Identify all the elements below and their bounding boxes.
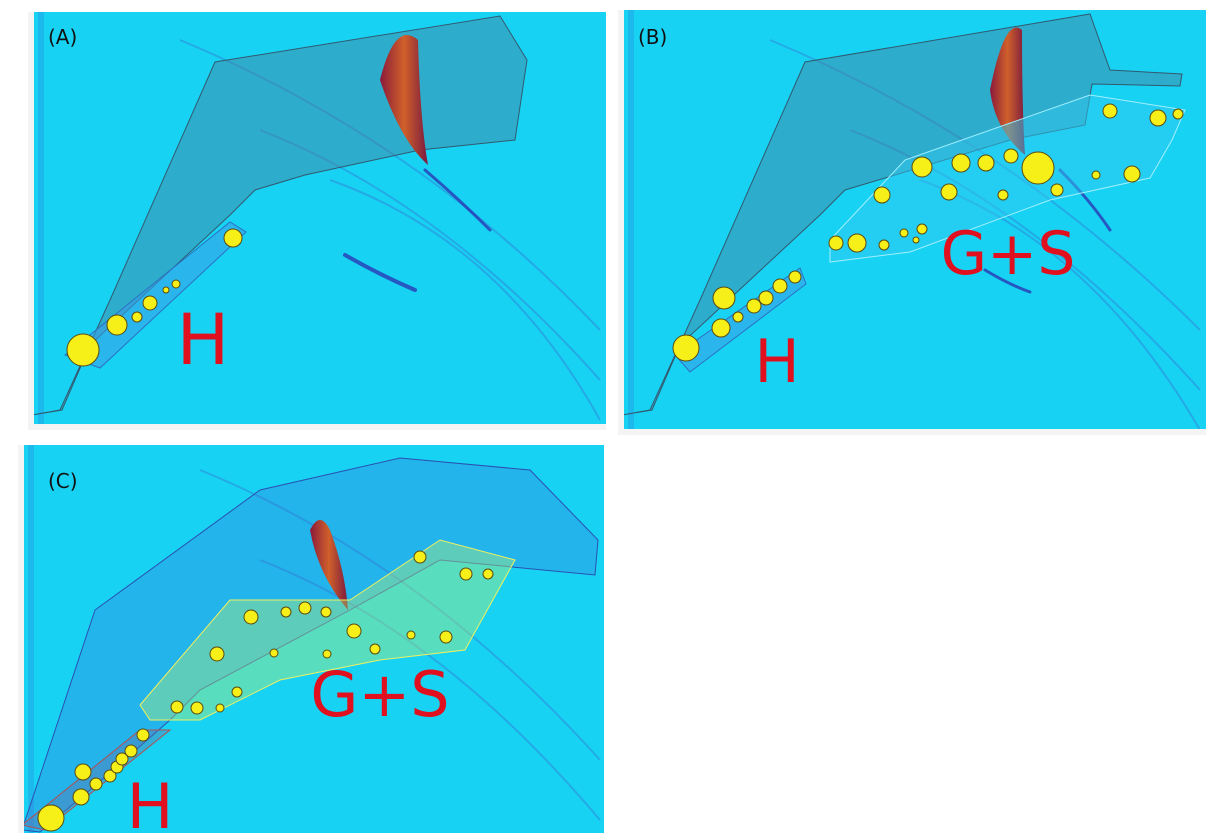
region-label: G+S: [310, 658, 449, 731]
gs-region: [139, 539, 516, 721]
gs-region: [829, 94, 1186, 263]
marker: [215, 703, 225, 713]
major-peak: [380, 35, 428, 165]
marker: [231, 686, 243, 698]
marker: [997, 189, 1009, 201]
marker: [142, 295, 158, 311]
marker: [1003, 148, 1019, 164]
marker: [136, 728, 150, 742]
panel-a: (A) H: [28, 12, 606, 430]
marker: [320, 606, 332, 618]
region-label: H: [754, 327, 799, 397]
marker: [746, 298, 762, 314]
marker: [1091, 170, 1101, 180]
marker: [89, 777, 103, 791]
marker: [482, 568, 494, 580]
x-axis-strip: [618, 429, 1206, 435]
marker: [732, 311, 744, 323]
marker: [711, 318, 731, 338]
marker: [170, 700, 184, 714]
marker: [223, 228, 243, 248]
marker: [1021, 151, 1055, 185]
y-axis-strip: [18, 445, 24, 833]
marker: [243, 609, 259, 625]
marker: [1123, 165, 1141, 183]
marker: [772, 278, 788, 294]
panel-c: (C) G+S H: [18, 445, 604, 839]
background-streaks: [199, 469, 601, 821]
marker: [171, 279, 181, 289]
streak: [423, 168, 492, 232]
marker: [280, 606, 292, 618]
marker: [298, 601, 312, 615]
marker: [66, 333, 100, 367]
marker: [912, 236, 920, 244]
marker: [413, 550, 427, 564]
marker: [439, 630, 453, 644]
marker: [916, 223, 928, 235]
marker: [106, 314, 128, 336]
marker: [1149, 109, 1167, 127]
marker: [124, 744, 138, 758]
y-axis-strip: [28, 12, 34, 430]
marker: [899, 228, 909, 238]
marker: [346, 623, 362, 639]
y-axis-strip: [618, 10, 624, 435]
marker: [878, 239, 890, 251]
marker: [1102, 103, 1118, 119]
panel-label: (B): [638, 25, 667, 49]
marker: [72, 788, 90, 806]
markers: [37, 550, 494, 832]
region-label: H: [127, 770, 174, 839]
marker: [672, 334, 700, 362]
marker: [37, 804, 65, 832]
region-outline: [21, 457, 599, 833]
markers: [672, 103, 1184, 362]
streak: [983, 268, 1032, 294]
marker: [788, 270, 802, 284]
panel-label: (C): [48, 469, 78, 493]
background-streaks: [179, 39, 601, 421]
marker: [977, 154, 995, 172]
major-peak: [310, 520, 348, 610]
marker: [940, 183, 958, 201]
region-label: G+S: [941, 219, 1076, 289]
marker: [162, 286, 170, 294]
marker: [712, 286, 736, 310]
marker: [115, 752, 129, 766]
marker: [951, 153, 971, 173]
marker: [190, 701, 204, 715]
panel-label: (A): [48, 25, 77, 49]
solvent-band: [628, 10, 634, 435]
marker: [1172, 108, 1184, 120]
panel-b: (B) G+S H: [618, 10, 1206, 435]
streak: [343, 253, 417, 292]
region-label: H: [177, 299, 230, 381]
solvent-band: [28, 445, 34, 833]
marker: [828, 235, 844, 251]
marker: [369, 643, 381, 655]
marker: [103, 769, 117, 783]
marker: [74, 763, 92, 781]
marker: [911, 156, 933, 178]
plot-background: [28, 12, 606, 430]
marker: [131, 311, 143, 323]
solvent-band: [38, 12, 44, 430]
marker: [406, 630, 416, 640]
marker: [459, 567, 473, 581]
marker: [1050, 183, 1064, 197]
marker: [873, 186, 891, 204]
x-axis-strip: [28, 424, 606, 430]
marker: [758, 290, 774, 306]
marker: [322, 649, 332, 659]
marker: [847, 233, 867, 253]
marker: [269, 648, 279, 658]
marker: [209, 646, 225, 662]
